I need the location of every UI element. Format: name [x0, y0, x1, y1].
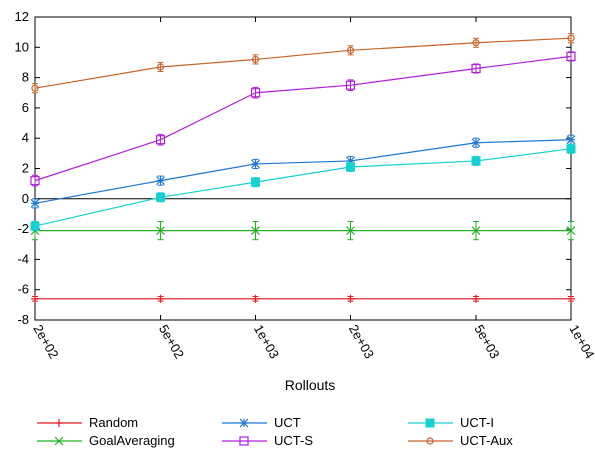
- y-tick-label: 2: [22, 161, 29, 176]
- legend-label: GoalAveraging: [89, 433, 175, 448]
- data-point: [346, 294, 355, 303]
- data-point: [471, 156, 481, 166]
- x-axis-title: Rollouts: [285, 377, 336, 393]
- data-point: [156, 294, 165, 303]
- legend-item-uct-s: UCT-S: [222, 433, 313, 448]
- data-point: [566, 226, 576, 236]
- y-tick-label: 6: [22, 100, 29, 115]
- legend-item-uct: UCT: [222, 415, 301, 430]
- plot-frame: [34, 16, 572, 321]
- data-point: [251, 159, 260, 169]
- series-uct-i: [30, 143, 576, 232]
- data-point: [156, 63, 165, 71]
- data-point: [425, 418, 435, 428]
- y-tick-label: 12: [15, 9, 29, 24]
- y-tick-label: 0: [22, 191, 29, 206]
- data-point: [471, 138, 481, 148]
- legend-label: UCT-Aux: [460, 433, 513, 448]
- data-point: [471, 226, 481, 236]
- y-tick-label: -6: [17, 282, 29, 297]
- data-point: [30, 176, 40, 186]
- data-point: [567, 294, 575, 303]
- data-point: [239, 418, 249, 428]
- series-line: [34, 148, 572, 227]
- data-point: [55, 419, 63, 427]
- data-point: [567, 34, 575, 42]
- x-tick-label: 2e+03: [346, 322, 377, 361]
- y-tick-label: 10: [15, 39, 29, 54]
- data-point: [251, 177, 261, 187]
- legend-item-random: Random: [37, 415, 138, 430]
- x-tick-label: 5e+03: [471, 322, 502, 361]
- series-goalaveraging: [30, 221, 576, 241]
- data-point: [472, 294, 481, 303]
- series-layer: [30, 33, 576, 303]
- data-point: [54, 436, 64, 446]
- data-point: [31, 294, 39, 303]
- series-line: [34, 37, 572, 89]
- data-point: [426, 437, 434, 445]
- series-uct-s: [30, 51, 576, 187]
- series-uct-aux: [31, 33, 575, 94]
- x-tick-label: 1e+04: [566, 322, 595, 361]
- legend-item-uct-i: UCT-I: [408, 415, 494, 430]
- data-point: [566, 144, 576, 154]
- data-point: [346, 46, 355, 54]
- legend-label: UCT: [274, 415, 301, 430]
- legend-label: UCT-I: [460, 415, 494, 430]
- data-point: [345, 80, 356, 90]
- data-point: [155, 135, 166, 145]
- data-point: [251, 294, 260, 303]
- data-point: [472, 39, 480, 47]
- data-point: [251, 55, 260, 64]
- data-point: [345, 162, 355, 172]
- y-tick-label: -8: [17, 312, 29, 327]
- series-uct: [30, 134, 576, 209]
- legend-label: Random: [89, 415, 138, 430]
- data-point: [156, 192, 166, 202]
- y-tick-label: -2: [17, 221, 29, 236]
- data-point: [251, 226, 260, 236]
- y-tick-label: 4: [22, 130, 29, 145]
- x-tick-label: 5e+02: [156, 322, 187, 361]
- data-point: [250, 88, 261, 98]
- data-point: [156, 226, 165, 236]
- legend-item-uct-aux: UCT-Aux: [408, 433, 513, 448]
- series-random: [31, 294, 575, 303]
- series-line: [34, 139, 572, 204]
- y-tick-label: 8: [22, 70, 29, 85]
- data-point: [30, 221, 40, 231]
- legend-label: UCT-S: [274, 433, 313, 448]
- y-tick-label: -4: [17, 251, 29, 266]
- data-point: [239, 436, 249, 446]
- x-tick-label: 2e+02: [30, 322, 61, 361]
- series-line: [34, 55, 572, 182]
- data-point: [566, 51, 576, 61]
- legend-item-goalaveraging: GoalAveraging: [37, 433, 175, 448]
- data-point: [566, 135, 576, 145]
- x-tick-label: 1e+03: [251, 322, 282, 361]
- data-point: [156, 176, 165, 186]
- data-point: [30, 198, 40, 208]
- legend: Random GoalAveraging UCT UCT-S UCT-I UCT-Aux: [37, 415, 513, 448]
- data-point: [31, 84, 39, 92]
- plot-border: [34, 16, 572, 321]
- data-point: [471, 63, 481, 74]
- data-point: [346, 226, 355, 236]
- y-axis-ticks: -8 -6 -4 -2 0 2 4 6 8 10 12: [15, 9, 571, 327]
